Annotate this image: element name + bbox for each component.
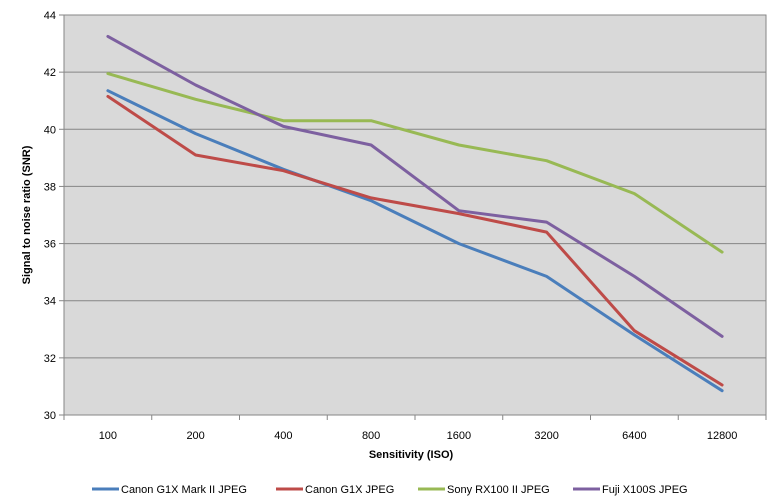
series-line-2 [106,72,724,254]
x-tick-label: 100 [99,430,117,442]
legend-label: Canon G1X Mark II JPEG [121,484,247,496]
x-axis-title: Sensitivity (ISO) [369,449,454,461]
x-tick-label: 800 [362,430,380,442]
x-tick-label: 6400 [622,430,646,442]
plot-area [63,14,767,416]
x-tick-label: 12800 [707,430,738,442]
y-tick-label: 32 [44,353,56,365]
legend-label: Canon G1X JPEG [305,484,394,496]
x-tick-label: 200 [186,430,204,442]
x-tick-label: 3200 [534,430,558,442]
x-tick-label: 1600 [447,430,471,442]
legend-label: Fuji X100S JPEG [602,484,688,496]
legend-label: Sony RX100 II JPEG [447,484,550,496]
legend: Canon G1X Mark II JPEG Canon G1X JPEG Sony… [92,484,688,496]
y-tick-label: 44 [44,10,56,22]
x-tick-label: 400 [274,430,292,442]
x-axis: 100 200 400 800 1600 3200 6400 12800 [63,415,767,442]
gridlines [64,71,766,359]
y-tick-label: 34 [44,296,56,308]
y-tick-label: 40 [44,124,56,136]
y-tick-label: 38 [44,181,56,193]
series-line-0 [106,89,724,393]
series-line-1 [106,94,724,387]
y-tick-label: 30 [44,410,56,422]
series-line-3 [106,34,724,338]
y-tick-label: 36 [44,239,56,251]
series-group [106,34,724,393]
y-axis: 30 32 34 36 38 40 42 44 [44,10,64,422]
y-tick-label: 42 [44,67,56,79]
y-axis-title: Signal to noise ratio (SNR) [21,145,33,284]
